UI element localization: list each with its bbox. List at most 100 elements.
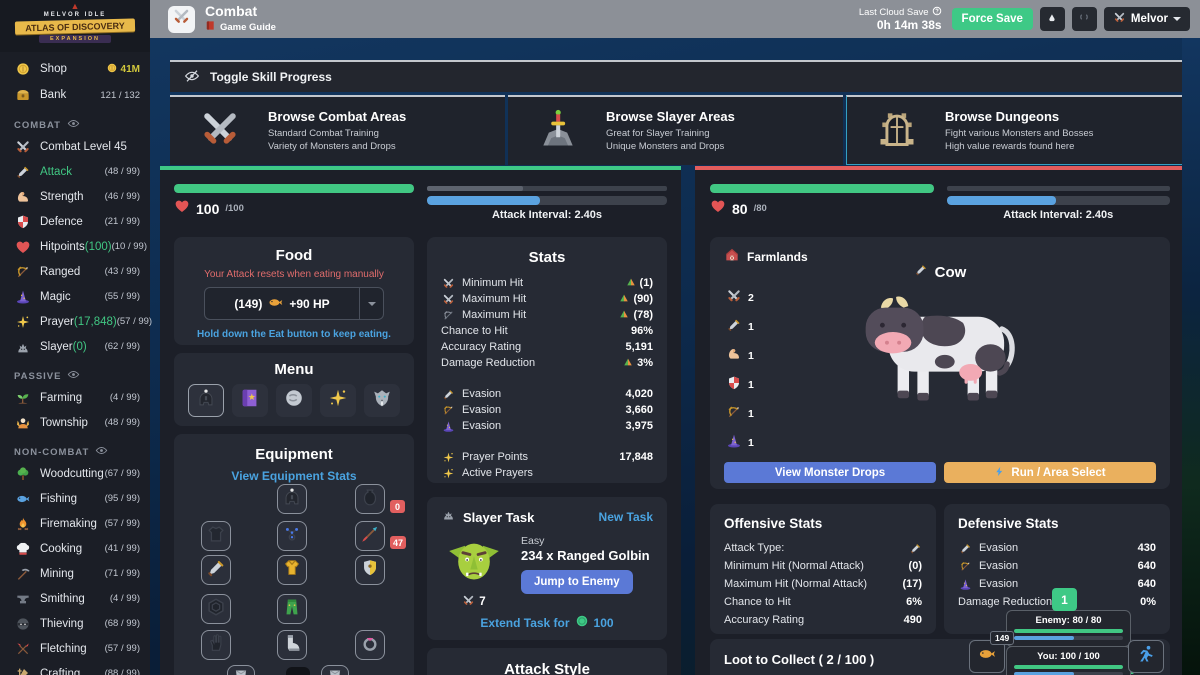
minibar-run-button[interactable] <box>1128 640 1164 673</box>
equip-slot-body-empty[interactable] <box>201 521 231 551</box>
menu-tab-corruption[interactable] <box>276 384 312 417</box>
equip-slot-ammo[interactable] <box>355 521 385 551</box>
equip-slot-ring[interactable] <box>355 630 385 660</box>
sidebar-section-combat[interactable]: COMBAT <box>0 116 150 134</box>
browse-card-browse-combat-areas[interactable]: Browse Combat Areas Standard Combat Train… <box>170 95 505 165</box>
menu-tab-prayer[interactable] <box>320 384 356 417</box>
stat-row-chance-to-hit: Chance to Hit 96% <box>441 325 653 337</box>
shield-icon <box>726 375 742 394</box>
shield-icon <box>14 213 31 230</box>
bow-icon <box>958 559 972 573</box>
dungeon-icon <box>875 106 919 155</box>
potion-button[interactable] <box>1039 7 1065 31</box>
sidebar-item-farming[interactable]: Farming (4 / 99) <box>0 385 150 410</box>
player-hp: 100/100 <box>174 184 414 221</box>
slayer-coin-icon <box>575 614 589 631</box>
equip-slot-cape[interactable] <box>227 665 255 675</box>
sidebar-item-woodcutting[interactable]: Woodcutting (67 / 99) <box>0 461 150 486</box>
sidebar-item-attack[interactable]: Attack (48 / 99) <box>0 159 150 184</box>
player-xp-bar <box>427 186 667 191</box>
equip-slot-quiver[interactable] <box>355 484 385 514</box>
swirl-coin-icon <box>283 387 305 414</box>
equip-slot-boots[interactable] <box>277 630 307 660</box>
sidebar-item-smithing[interactable]: Smithing (4 / 99) <box>0 586 150 611</box>
eye-icon <box>95 444 108 460</box>
craft-icon <box>14 665 31 675</box>
equip-slot-platebody[interactable] <box>277 555 307 585</box>
new-task-link[interactable]: New Task <box>598 510 653 524</box>
sidebar-item-firemaking[interactable]: Firemaking (57 / 99) <box>0 511 150 536</box>
combat-area-name: Farmlands <box>724 247 1156 266</box>
minibar-eat-button[interactable] <box>969 640 1005 673</box>
sidebar-item-crafting[interactable]: Crafting (88 / 99) <box>0 661 150 675</box>
game-guide-link[interactable]: Game Guide <box>205 20 276 34</box>
enemy-modifier: 1 <box>726 399 754 428</box>
sidebar-item-fletching[interactable]: Fletching (57 / 99) <box>0 636 150 661</box>
township-icon <box>14 414 31 431</box>
sidebar-item-township[interactable]: Township (48 / 99) <box>0 410 150 435</box>
runner-icon <box>1136 644 1156 669</box>
minibar-enemy-box: Enemy: 80 / 80 <box>1006 610 1131 647</box>
sidebar-item-defence[interactable]: Defence (21 / 99) <box>0 209 150 234</box>
sidebar-item-mining[interactable]: Mining (71 / 99) <box>0 561 150 586</box>
sidebar-item-thieving[interactable]: Thieving (68 / 99) <box>0 611 150 636</box>
minibar-food-count: 149 <box>990 631 1015 645</box>
toggle-skill-progress[interactable]: Toggle Skill Progress <box>170 60 1183 92</box>
enemy-interval-bar <box>946 196 1170 205</box>
sidebar-item-shop[interactable]: Shop 41M <box>0 56 150 82</box>
sidebar-item-magic[interactable]: Magic (55 / 99) <box>0 284 150 309</box>
stat-row-minimum-hit-normal-attack: Minimum Hit (Normal Attack) (0) <box>724 560 922 572</box>
sparkle-icon <box>441 450 455 464</box>
gp-coin-icon <box>106 62 118 77</box>
menu-tab-spellbook[interactable] <box>232 384 268 417</box>
view-equipment-stats-link[interactable]: View Equipment Stats <box>231 469 357 483</box>
equip-slot-weapon[interactable] <box>201 555 231 585</box>
sidebar-item-fishing[interactable]: Fishing (95 / 99) <box>0 486 150 511</box>
menu-tab-equipment[interactable] <box>188 384 224 417</box>
enemy-modifier: 1 <box>726 428 754 457</box>
sidebar-item-cooking[interactable]: Cooking (41 / 99) <box>0 536 150 561</box>
sidebar-item-slayer[interactable]: Slayer(0) (62 / 99) <box>0 334 150 359</box>
equip-slot-gloves-empty[interactable] <box>201 630 231 660</box>
lightning-icon <box>994 466 1005 480</box>
view-monster-drops-button[interactable]: View Monster Drops <box>724 462 936 483</box>
sidebar-item-prayer[interactable]: Prayer(17,848) (57 / 99) <box>0 309 152 334</box>
menu-tab-pets[interactable] <box>364 384 400 417</box>
extend-task-link[interactable]: Extend Task for 100 <box>480 614 614 631</box>
equip-slot-amulet[interactable] <box>277 521 307 551</box>
equip-consumable-icon[interactable] <box>286 667 310 675</box>
heart-icon <box>174 198 190 219</box>
run-area-select-button[interactable]: Run / Area Select <box>944 462 1156 483</box>
eat-food-button[interactable]: (149) +90 HP <box>204 287 384 320</box>
world-select-dropdown[interactable]: Melvor <box>1103 7 1190 31</box>
stat-row-evasion: Evasion 640 <box>958 575 1156 593</box>
crossed_swords-icon <box>726 288 742 307</box>
sidebar-item-bank[interactable]: Bank 121 / 132 <box>0 82 150 108</box>
eye-icon <box>67 117 80 133</box>
browse-cards-row: Browse Combat Areas Standard Combat Train… <box>170 95 1183 165</box>
jump-to-enemy-button[interactable]: Jump to Enemy <box>521 570 633 594</box>
prayer-quick-button[interactable] <box>1071 7 1097 31</box>
equip-slot-passive[interactable] <box>321 665 349 675</box>
sword-icon <box>914 263 928 281</box>
equip-slot-platelegs[interactable] <box>277 594 307 624</box>
sidebar-section-non-combat[interactable]: NON-COMBAT <box>0 443 150 461</box>
enemy-name: Cow <box>710 263 1170 281</box>
stat-row-prayer-points: Prayer Points 17,848 <box>441 449 653 465</box>
browse-card-browse-dungeons[interactable]: Browse Dungeons Fight various Monsters an… <box>846 95 1183 165</box>
equip-slot-shield[interactable] <box>355 555 385 585</box>
stat-row-evasion: Evasion 3,975 <box>441 418 653 434</box>
offensive-rows: Attack Type: Minimum Hit (Normal Attack)(… <box>724 539 922 629</box>
equip-slot-helmet[interactable] <box>277 484 307 514</box>
sidebar-item-ranged[interactable]: Ranged (43 / 99) <box>0 259 150 284</box>
equip-slot-gem[interactable] <box>201 594 231 624</box>
sidebar-item-hitpoints[interactable]: Hitpoints(100) (10 / 99) <box>0 234 150 259</box>
sidebar-section-passive[interactable]: PASSIVE <box>0 367 150 385</box>
sidebar-item-strength[interactable]: Strength (46 / 99) <box>0 184 150 209</box>
food-select-dropdown[interactable] <box>359 288 383 319</box>
stat-row-evasion: Evasion 3,660 <box>441 402 653 418</box>
sidebar-item-combat-level-45[interactable]: Combat Level 45 <box>0 134 150 159</box>
force-save-button[interactable]: Force Save <box>951 8 1033 30</box>
browse-card-browse-slayer-areas[interactable]: Browse Slayer Areas Great for Slayer Trai… <box>508 95 843 165</box>
buff-arrow-icon <box>623 357 633 370</box>
